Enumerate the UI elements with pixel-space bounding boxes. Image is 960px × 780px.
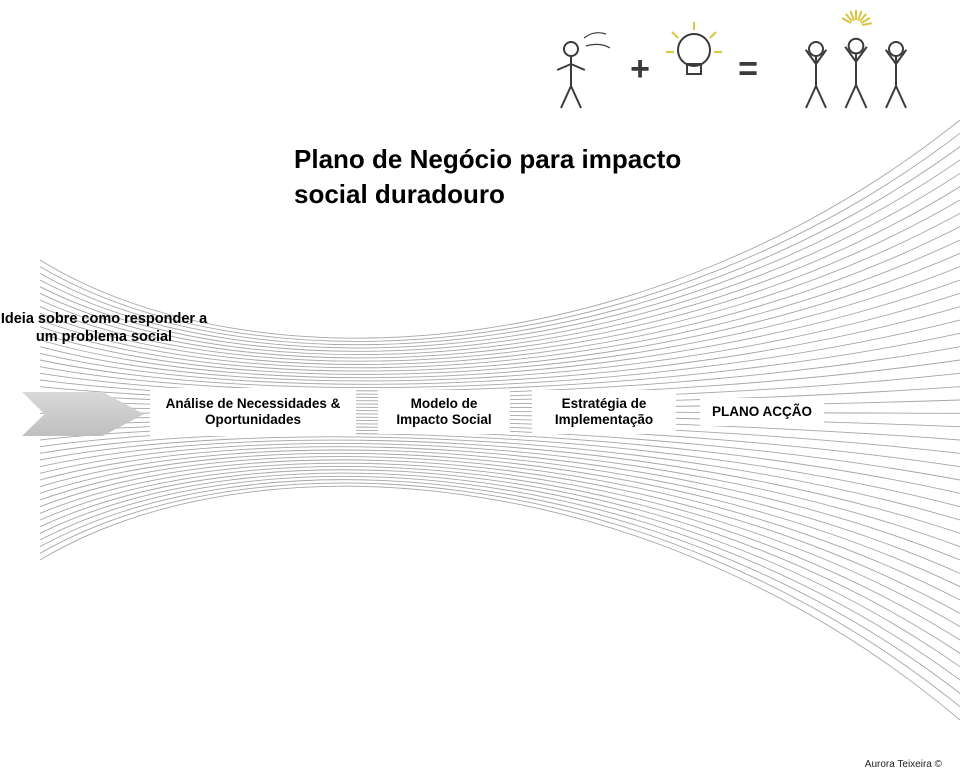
box-estrategia: Estratégia deImplementação bbox=[532, 390, 676, 434]
input-arrow-icon bbox=[22, 392, 144, 436]
box-plano-line-1: PLANO ACÇÃO bbox=[706, 404, 818, 420]
footer-credit: Aurora Teixeira © bbox=[865, 759, 942, 770]
box-plano: PLANO ACÇÃO bbox=[700, 398, 824, 426]
box-modelo-line-2: Impacto Social bbox=[384, 412, 504, 428]
box-modelo-line-1: Modelo de bbox=[384, 396, 504, 412]
page-title: Plano de Negócio para impacto social dur… bbox=[294, 142, 681, 212]
slide: { "canvas": { "w": 960, "h": 780, "bg": … bbox=[0, 0, 960, 780]
box-modelo: Modelo deImpacto Social bbox=[378, 390, 510, 434]
box-estrategia-line-2: Implementação bbox=[538, 412, 670, 428]
svg-text:=: = bbox=[738, 50, 758, 88]
box-analise-line-1: Análise de Necessidades & bbox=[156, 396, 350, 412]
idea-label-line-1: Ideia sobre como responder a bbox=[0, 310, 208, 328]
box-analise-line-2: Oportunidades bbox=[156, 412, 350, 428]
box-analise: Análise de Necessidades &Oportunidades bbox=[150, 388, 356, 436]
header-illustration: + = bbox=[516, 8, 946, 118]
box-estrategia-line-1: Estratégia de bbox=[538, 396, 670, 412]
title-line-2: social duradouro bbox=[294, 177, 681, 212]
idea-label: Ideia sobre como responder a um problema… bbox=[0, 310, 208, 346]
svg-text:+: + bbox=[630, 50, 650, 88]
title-line-1: Plano de Negócio para impacto bbox=[294, 142, 681, 177]
idea-label-line-2: um problema social bbox=[0, 328, 208, 346]
